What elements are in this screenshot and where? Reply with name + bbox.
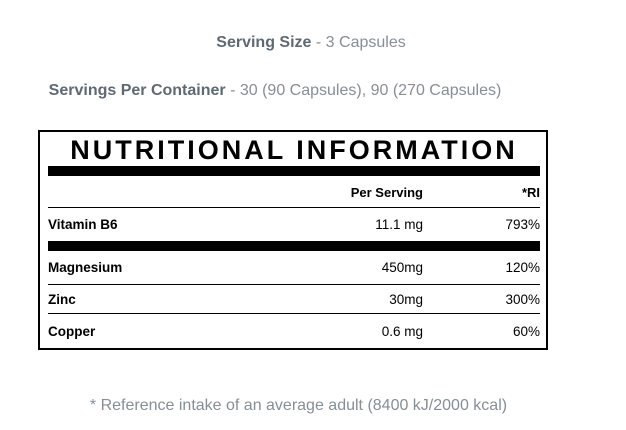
per-serving-value: 11.1 mg bbox=[375, 217, 423, 232]
servings-per-container-line: Servings Per Container - 30 (90 Capsules… bbox=[0, 82, 550, 100]
table-row: Copper 0.6 mg 60% bbox=[48, 314, 540, 348]
servings-per-container-label: Servings Per Container bbox=[48, 82, 226, 99]
per-serving-value: 0.6 mg bbox=[381, 323, 423, 339]
ri-value: 60% bbox=[512, 323, 540, 339]
table-row: Magnesium 450mg 120% bbox=[48, 251, 540, 285]
nutrient-name: Vitamin B6 bbox=[48, 217, 118, 232]
nutrition-table: NUTRITIONAL INFORMATION Per Serving *RI … bbox=[38, 130, 548, 350]
row-divider-bar bbox=[48, 241, 540, 251]
per-serving-column-header: Per Serving bbox=[350, 185, 423, 200]
table-row: Vitamin B6 11.1 mg 793% bbox=[48, 208, 540, 241]
ri-value: 120% bbox=[505, 260, 540, 275]
nutrient-name: Magnesium bbox=[48, 260, 123, 275]
serving-size-value: - 3 Capsules bbox=[315, 34, 406, 51]
servings-per-container-value: - 30 (90 Capsules), 90 (270 Capsules) bbox=[230, 82, 502, 99]
nutrient-name: Copper bbox=[48, 323, 96, 339]
per-serving-value: 450mg bbox=[381, 260, 423, 275]
serving-size-line: Serving Size - 3 Capsules bbox=[0, 34, 622, 52]
title-divider-bar bbox=[48, 166, 540, 176]
nutrition-table-title: NUTRITIONAL INFORMATION bbox=[70, 135, 518, 165]
ri-value: 300% bbox=[505, 291, 540, 307]
column-header-row: Per Serving *RI bbox=[48, 176, 540, 208]
ri-column-header: *RI bbox=[521, 185, 540, 200]
per-serving-value: 30mg bbox=[389, 291, 423, 307]
table-row: Zinc 30mg 300% bbox=[48, 285, 540, 314]
ri-value: 793% bbox=[505, 217, 540, 232]
footnote: * Reference intake of an average adult (… bbox=[89, 397, 508, 414]
nutrient-name: Zinc bbox=[48, 291, 76, 307]
serving-size-label: Serving Size bbox=[216, 34, 312, 51]
